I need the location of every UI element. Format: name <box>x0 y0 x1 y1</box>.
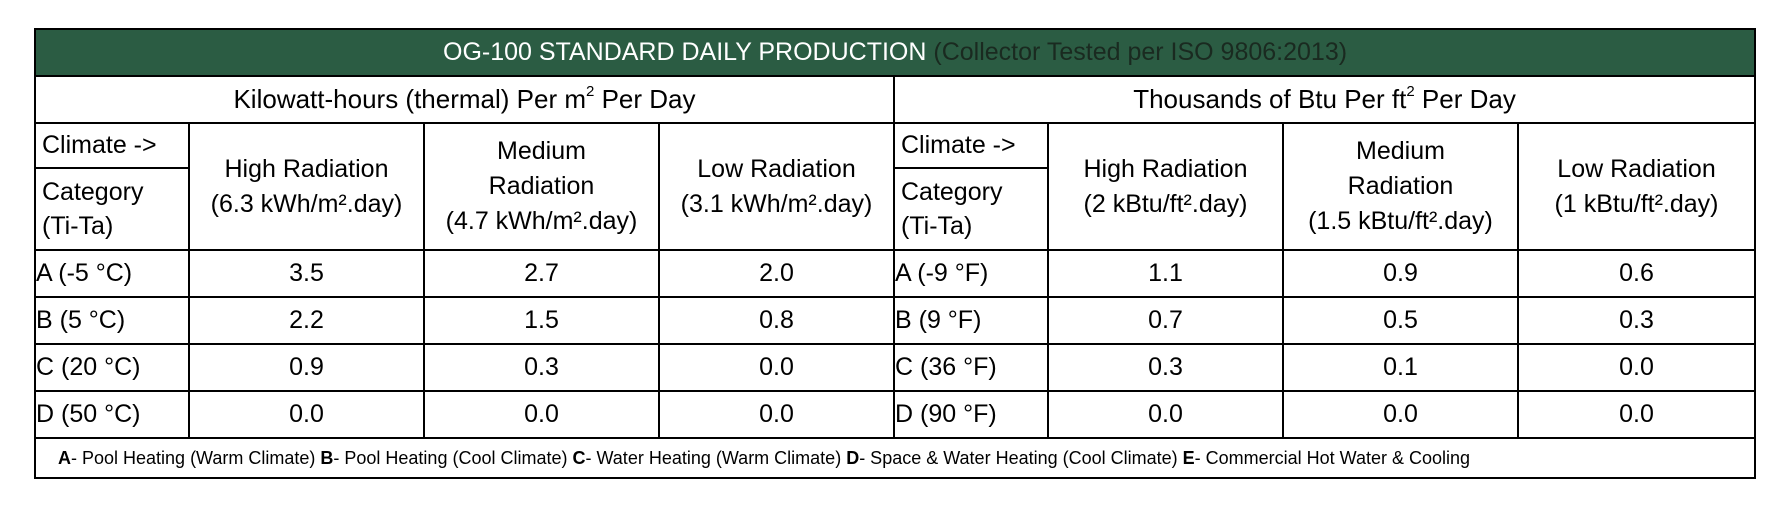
imperial-high-radiation-header: High Radiation (2 kBtu/ft².day) <box>1047 122 1284 251</box>
table-cell: 0.8 <box>658 296 895 345</box>
table-cell: 0.9 <box>1282 249 1519 298</box>
metric-high-radiation-header: High Radiation (6.3 kWh/m².day) <box>188 122 425 251</box>
row-label: A (-9 °F) <box>893 249 1049 298</box>
table-row: B (5 °C) 2.2 1.5 0.8 B (9 °F) 0.7 0.5 0.… <box>34 296 1757 345</box>
table-row: C (20 °C) 0.9 0.3 0.0 C (36 °F) 0.3 0.1 … <box>34 343 1757 392</box>
table-cell: 0.0 <box>188 390 425 439</box>
table-cell: 0.6 <box>1516 249 1757 298</box>
table-cell: 2.2 <box>188 296 425 345</box>
table-cell: 2.0 <box>658 249 895 298</box>
table-cell: 0.0 <box>1516 343 1757 392</box>
table-title-main: OG-100 STANDARD DAILY PRODUCTION <box>443 38 927 66</box>
table-row: A (-5 °C) 3.5 2.7 2.0 A (-9 °F) 1.1 0.9 … <box>34 249 1757 298</box>
production-table: OG-100 STANDARD DAILY PRODUCTION (Collec… <box>33 28 1757 479</box>
row-label: B (5 °C) <box>34 296 190 345</box>
row-label: D (90 °F) <box>893 390 1049 439</box>
category-label: Category (Ti-Ta) <box>893 167 1049 251</box>
table-cell: 0.5 <box>1282 296 1519 345</box>
table-cell: 0.0 <box>658 343 895 392</box>
table-cell: 2.7 <box>423 249 660 298</box>
table-cell: 0.7 <box>1047 296 1284 345</box>
table-cell: 1.5 <box>423 296 660 345</box>
table-cell: 1.1 <box>1047 249 1284 298</box>
row-label: D (50 °C) <box>34 390 190 439</box>
imperial-unit-header: Thousands of Btu Per ft2 Per Day <box>892 75 1757 124</box>
category-label: Category (Ti-Ta) <box>34 167 190 251</box>
table-cell: 0.9 <box>188 343 425 392</box>
imperial-medium-radiation-header: Medium Radiation (1.5 kBtu/ft².day) <box>1282 122 1519 251</box>
table-cell: 0.0 <box>1282 390 1519 439</box>
row-label: B (9 °F) <box>893 296 1049 345</box>
metric-medium-radiation-header: Medium Radiation (4.7 kWh/m².day) <box>423 122 660 251</box>
metric-low-radiation-header: Low Radiation (3.1 kWh/m².day) <box>658 122 895 251</box>
table-cell: 0.1 <box>1282 343 1519 392</box>
table-cell: 0.3 <box>1516 296 1757 345</box>
table-row: D (50 °C) 0.0 0.0 0.0 D (90 °F) 0.0 0.0 … <box>34 390 1757 439</box>
category-legend: A- Pool Heating (Warm Climate) B- Pool H… <box>33 437 1757 479</box>
table-cell: 0.0 <box>423 390 660 439</box>
climate-label: Climate -> <box>34 122 190 169</box>
table-cell: 0.3 <box>423 343 660 392</box>
table-title-sub: (Collector Tested per ISO 9806:2013) <box>926 38 1348 66</box>
row-label: C (20 °C) <box>34 343 190 392</box>
table-cell: 0.0 <box>1516 390 1757 439</box>
table-cell: 0.0 <box>1047 390 1284 439</box>
row-label: A (-5 °C) <box>34 249 190 298</box>
row-label: C (36 °F) <box>893 343 1049 392</box>
metric-unit-header: Kilowatt-hours (thermal) Per m2 Per Day <box>34 75 895 124</box>
table-title: OG-100 STANDARD DAILY PRODUCTION (Collec… <box>33 28 1757 77</box>
table-cell: 0.3 <box>1047 343 1284 392</box>
table-cell: 0.0 <box>658 390 895 439</box>
climate-label: Climate -> <box>893 122 1049 169</box>
table-cell: 3.5 <box>188 249 425 298</box>
imperial-low-radiation-header: Low Radiation (1 kBtu/ft².day) <box>1516 122 1757 251</box>
